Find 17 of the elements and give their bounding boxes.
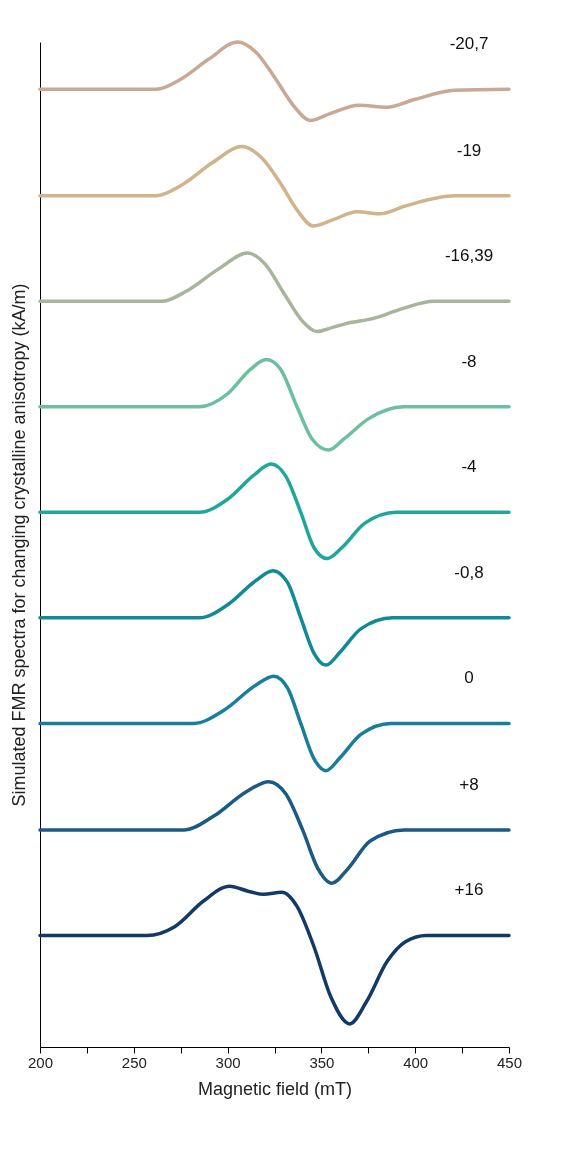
x-tick-label: 400 <box>403 1053 429 1071</box>
text: +16 <box>454 880 484 900</box>
text: -20,7 <box>449 34 489 54</box>
x-tick-label: 250 <box>121 1053 147 1071</box>
x-tick-label: 450 <box>496 1053 523 1071</box>
text: +8 <box>459 774 479 794</box>
x-tick-label: 350 <box>309 1053 335 1071</box>
x-tick-label: 200 <box>27 1053 54 1071</box>
text: -19 <box>456 140 482 160</box>
text: -8 <box>461 351 477 371</box>
text: 0 <box>464 668 474 688</box>
x-axis-title: Magnetic field (mT) <box>197 1078 353 1099</box>
text: -0,8 <box>454 562 484 582</box>
y-axis-title: Simulated FMR spectra for changing crystalline anisotropy (kA/m) <box>8 283 29 807</box>
text: -4 <box>461 457 477 477</box>
x-tick-label: 300 <box>215 1053 241 1071</box>
text: -16,39 <box>444 246 494 266</box>
